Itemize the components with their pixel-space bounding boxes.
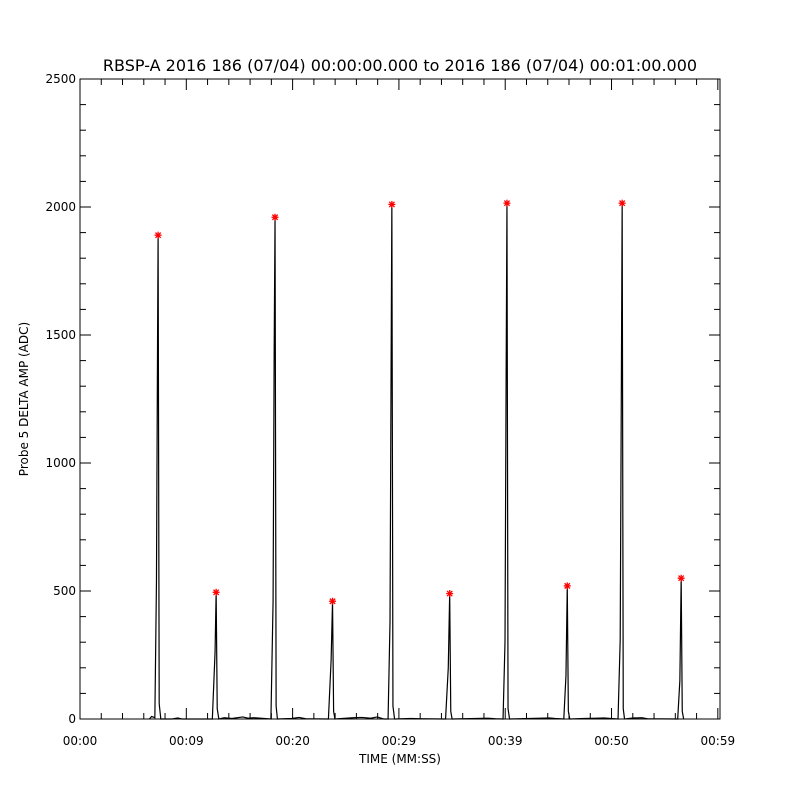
peak-marker-stroke xyxy=(503,200,511,207)
x-tick-label: 00:09 xyxy=(169,734,204,748)
peak-marker xyxy=(677,574,685,582)
peak-marker-stroke xyxy=(388,201,395,208)
y-axis-label: Probe 5 DELTA AMP (ADC) xyxy=(17,322,31,476)
axis-ticks xyxy=(79,78,720,720)
peak-marker xyxy=(154,231,162,239)
peak-marker xyxy=(388,200,396,208)
x-tick-label: 00:29 xyxy=(382,734,417,748)
peak-marker-stroke xyxy=(271,214,279,221)
x-tick-label: 00:39 xyxy=(488,734,523,748)
peak-marker-stroke xyxy=(213,589,220,596)
plot-area xyxy=(79,78,721,720)
peak-marker-stroke xyxy=(155,232,162,239)
peak-marker xyxy=(271,213,279,221)
x-tick-label: 00:00 xyxy=(63,734,98,748)
peak-marker-stroke xyxy=(446,590,453,597)
peak-marker xyxy=(563,582,571,590)
peak-marker-stroke xyxy=(678,575,685,582)
peak-marker xyxy=(446,590,454,598)
series-layer xyxy=(148,203,685,720)
peak-marker xyxy=(618,199,626,207)
plot-frame xyxy=(79,78,721,720)
y-tick-label: 2500 xyxy=(45,72,76,86)
peak-marker-stroke xyxy=(619,200,626,207)
x-axis-label: TIME (MM:SS) xyxy=(358,752,441,766)
x-tick-label: 00:50 xyxy=(594,734,629,748)
peak-marker-stroke xyxy=(329,598,336,605)
series-line xyxy=(148,203,685,720)
peak-marker-stroke xyxy=(564,582,571,589)
peak-markers xyxy=(154,199,685,605)
peak-marker xyxy=(503,199,511,207)
tick-labels: 0 500 1000 1500 2000 2500 00:00 00:09 00:20 00:29… xyxy=(45,72,735,748)
y-tick-label: 1500 xyxy=(45,328,76,342)
chart-title: RBSP-A 2016 186 (07/04) 00:00:00.000 to … xyxy=(103,56,697,75)
y-tick-label: 2000 xyxy=(45,200,76,214)
x-tick-label: 00:59 xyxy=(701,734,736,748)
y-tick-label: 1000 xyxy=(45,456,76,470)
peak-marker xyxy=(329,597,337,605)
y-tick-label: 500 xyxy=(53,584,76,598)
y-tick-label: 0 xyxy=(68,712,76,726)
x-tick-label: 00:20 xyxy=(275,734,310,748)
peak-marker xyxy=(212,588,220,596)
